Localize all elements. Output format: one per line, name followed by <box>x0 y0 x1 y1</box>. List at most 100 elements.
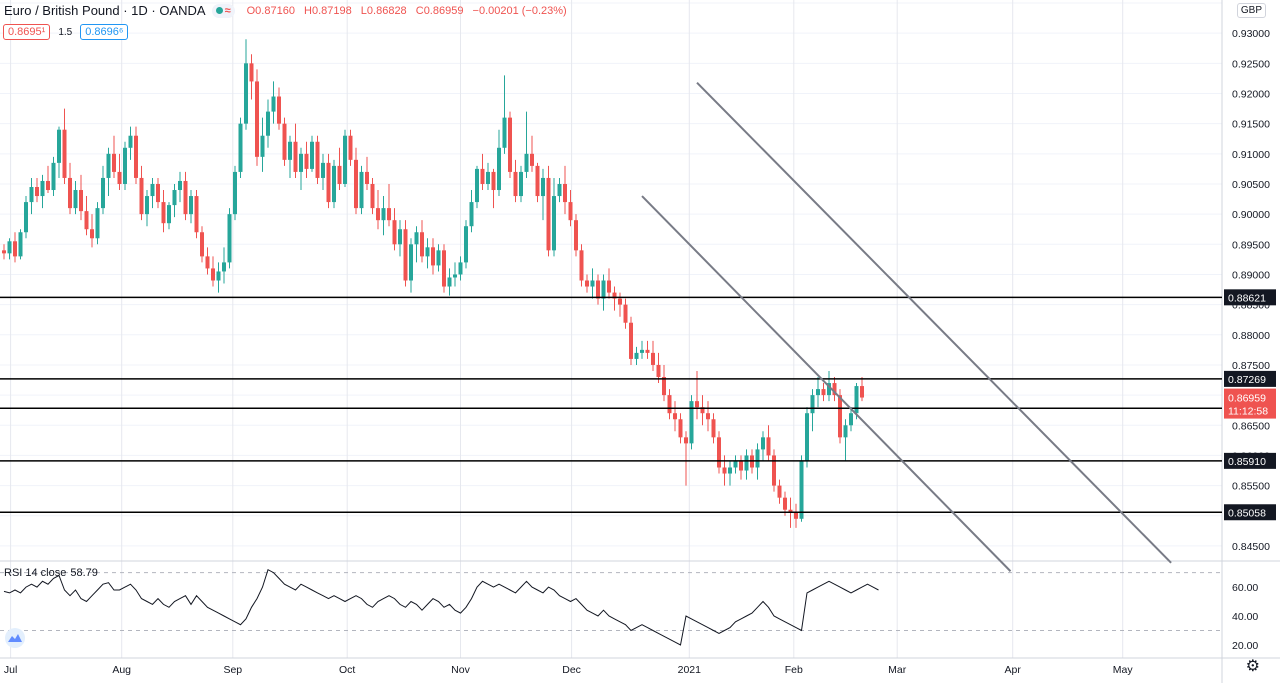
time-axis-label: Feb <box>785 664 803 676</box>
ohlc-values: O0.87160 H0.87198 L0.86828 C0.86959 −0.0… <box>247 5 573 17</box>
candle-body <box>579 250 584 281</box>
buy-price-button[interactable]: 0.8696⁶ <box>80 24 129 40</box>
indicator-dot-icon <box>215 7 223 14</box>
time-axis-label: Apr <box>1005 664 1022 676</box>
candle-body <box>700 407 705 414</box>
candle-body <box>728 467 732 474</box>
candle-body <box>62 129 67 178</box>
candle-body <box>359 171 364 209</box>
candle-body <box>684 437 688 444</box>
candle-body <box>590 280 595 287</box>
level-price-tag <box>1224 370 1276 387</box>
candle-body <box>497 147 501 191</box>
candle-body <box>799 461 804 519</box>
level-price-tag <box>1224 504 1276 521</box>
candle-body <box>673 413 677 420</box>
candle-body <box>508 117 512 172</box>
candle-body <box>530 153 534 166</box>
candle-body <box>651 352 655 365</box>
ohlc-open: O0.87160 <box>246 4 295 17</box>
candle-body <box>304 153 309 169</box>
candle-body <box>189 196 193 215</box>
candle-body <box>557 183 562 197</box>
currency-button[interactable]: GBP <box>1236 3 1266 18</box>
candle-body <box>123 147 127 184</box>
status-badges[interactable]: ≈ <box>211 3 235 18</box>
candle-body <box>843 425 848 438</box>
candle-body <box>326 162 331 203</box>
candle-body <box>535 165 540 197</box>
rsi-axis-tick: 40.00 <box>1232 611 1258 623</box>
candle-body <box>315 141 320 178</box>
candle-body <box>629 322 633 359</box>
candle-body <box>57 129 61 163</box>
price-axis-tick: 0.88000 <box>1232 330 1270 342</box>
candle-body <box>486 171 490 184</box>
level-price-label: 0.85058 <box>1228 507 1266 519</box>
wave-icon: ≈ <box>224 4 231 17</box>
candle-body <box>183 180 188 215</box>
candle-body <box>238 123 243 172</box>
price-axis-tick: 0.84500 <box>1232 541 1270 553</box>
price-axis-tick: 0.86500 <box>1232 420 1270 432</box>
candle-body <box>431 247 435 266</box>
candle-body <box>337 165 342 184</box>
candle-body <box>13 241 17 257</box>
candle-body <box>282 123 287 160</box>
candle-body <box>387 208 391 221</box>
price-axis-tick: 0.87500 <box>1232 360 1270 372</box>
chart-legend: Euro / British Pound · 1D · OANDA ≈ O0.8… <box>4 3 573 18</box>
candle-body <box>51 162 56 191</box>
candle-body <box>90 229 94 239</box>
candle-body <box>73 190 78 209</box>
candle-body <box>656 364 661 378</box>
level-price-label: 0.88621 <box>1228 292 1266 304</box>
candle-body <box>662 377 666 396</box>
ohlc-high: H0.87198 <box>304 4 352 17</box>
level-price-tag <box>1224 452 1276 469</box>
candle-body <box>365 171 369 184</box>
rsi-axis-tick: 20.00 <box>1232 640 1258 652</box>
sell-price-button[interactable]: 0.8695¹ <box>3 24 51 40</box>
candle-body <box>414 232 419 245</box>
candle-body <box>827 383 831 396</box>
price-axis-tick: 0.90500 <box>1232 179 1270 191</box>
candle-body <box>233 171 237 215</box>
time-axis-label: Aug <box>112 664 131 676</box>
candle-body <box>502 117 507 148</box>
candle-body <box>541 177 545 197</box>
price-axis-tick: 0.92000 <box>1232 89 1270 101</box>
candle-body <box>35 187 39 197</box>
candle-body <box>271 96 276 112</box>
candle-body <box>568 202 573 221</box>
candle-body <box>46 180 50 191</box>
spread-value: 1.5 <box>58 26 73 38</box>
rsi-label[interactable]: RSI 14 close <box>4 567 67 579</box>
candle-body <box>288 141 292 160</box>
candle-body <box>612 292 617 299</box>
candle-body <box>227 214 232 263</box>
chart-logo-icon[interactable] <box>5 628 25 648</box>
candle-body <box>689 401 694 444</box>
candle-body <box>519 171 523 197</box>
candle-body <box>596 280 600 299</box>
settings-gear-icon[interactable]: ⚙ <box>1245 658 1260 675</box>
candle-body <box>821 389 826 396</box>
candle-body <box>678 419 683 438</box>
candle-body <box>601 280 606 299</box>
rsi-line <box>3 568 879 646</box>
candle-body <box>491 171 496 191</box>
candle-body <box>783 497 787 510</box>
candle-body <box>24 202 28 233</box>
candle-body <box>260 135 265 157</box>
rsi-value: 58.79 <box>70 567 98 579</box>
candle-body <box>860 386 864 398</box>
candle-body <box>739 461 743 471</box>
candle-body <box>7 241 12 254</box>
candle-body <box>128 135 133 148</box>
symbol-title[interactable]: Euro / British Pound · 1D · OANDA <box>4 3 206 18</box>
candle-body <box>618 298 622 305</box>
candle-body <box>788 509 793 513</box>
